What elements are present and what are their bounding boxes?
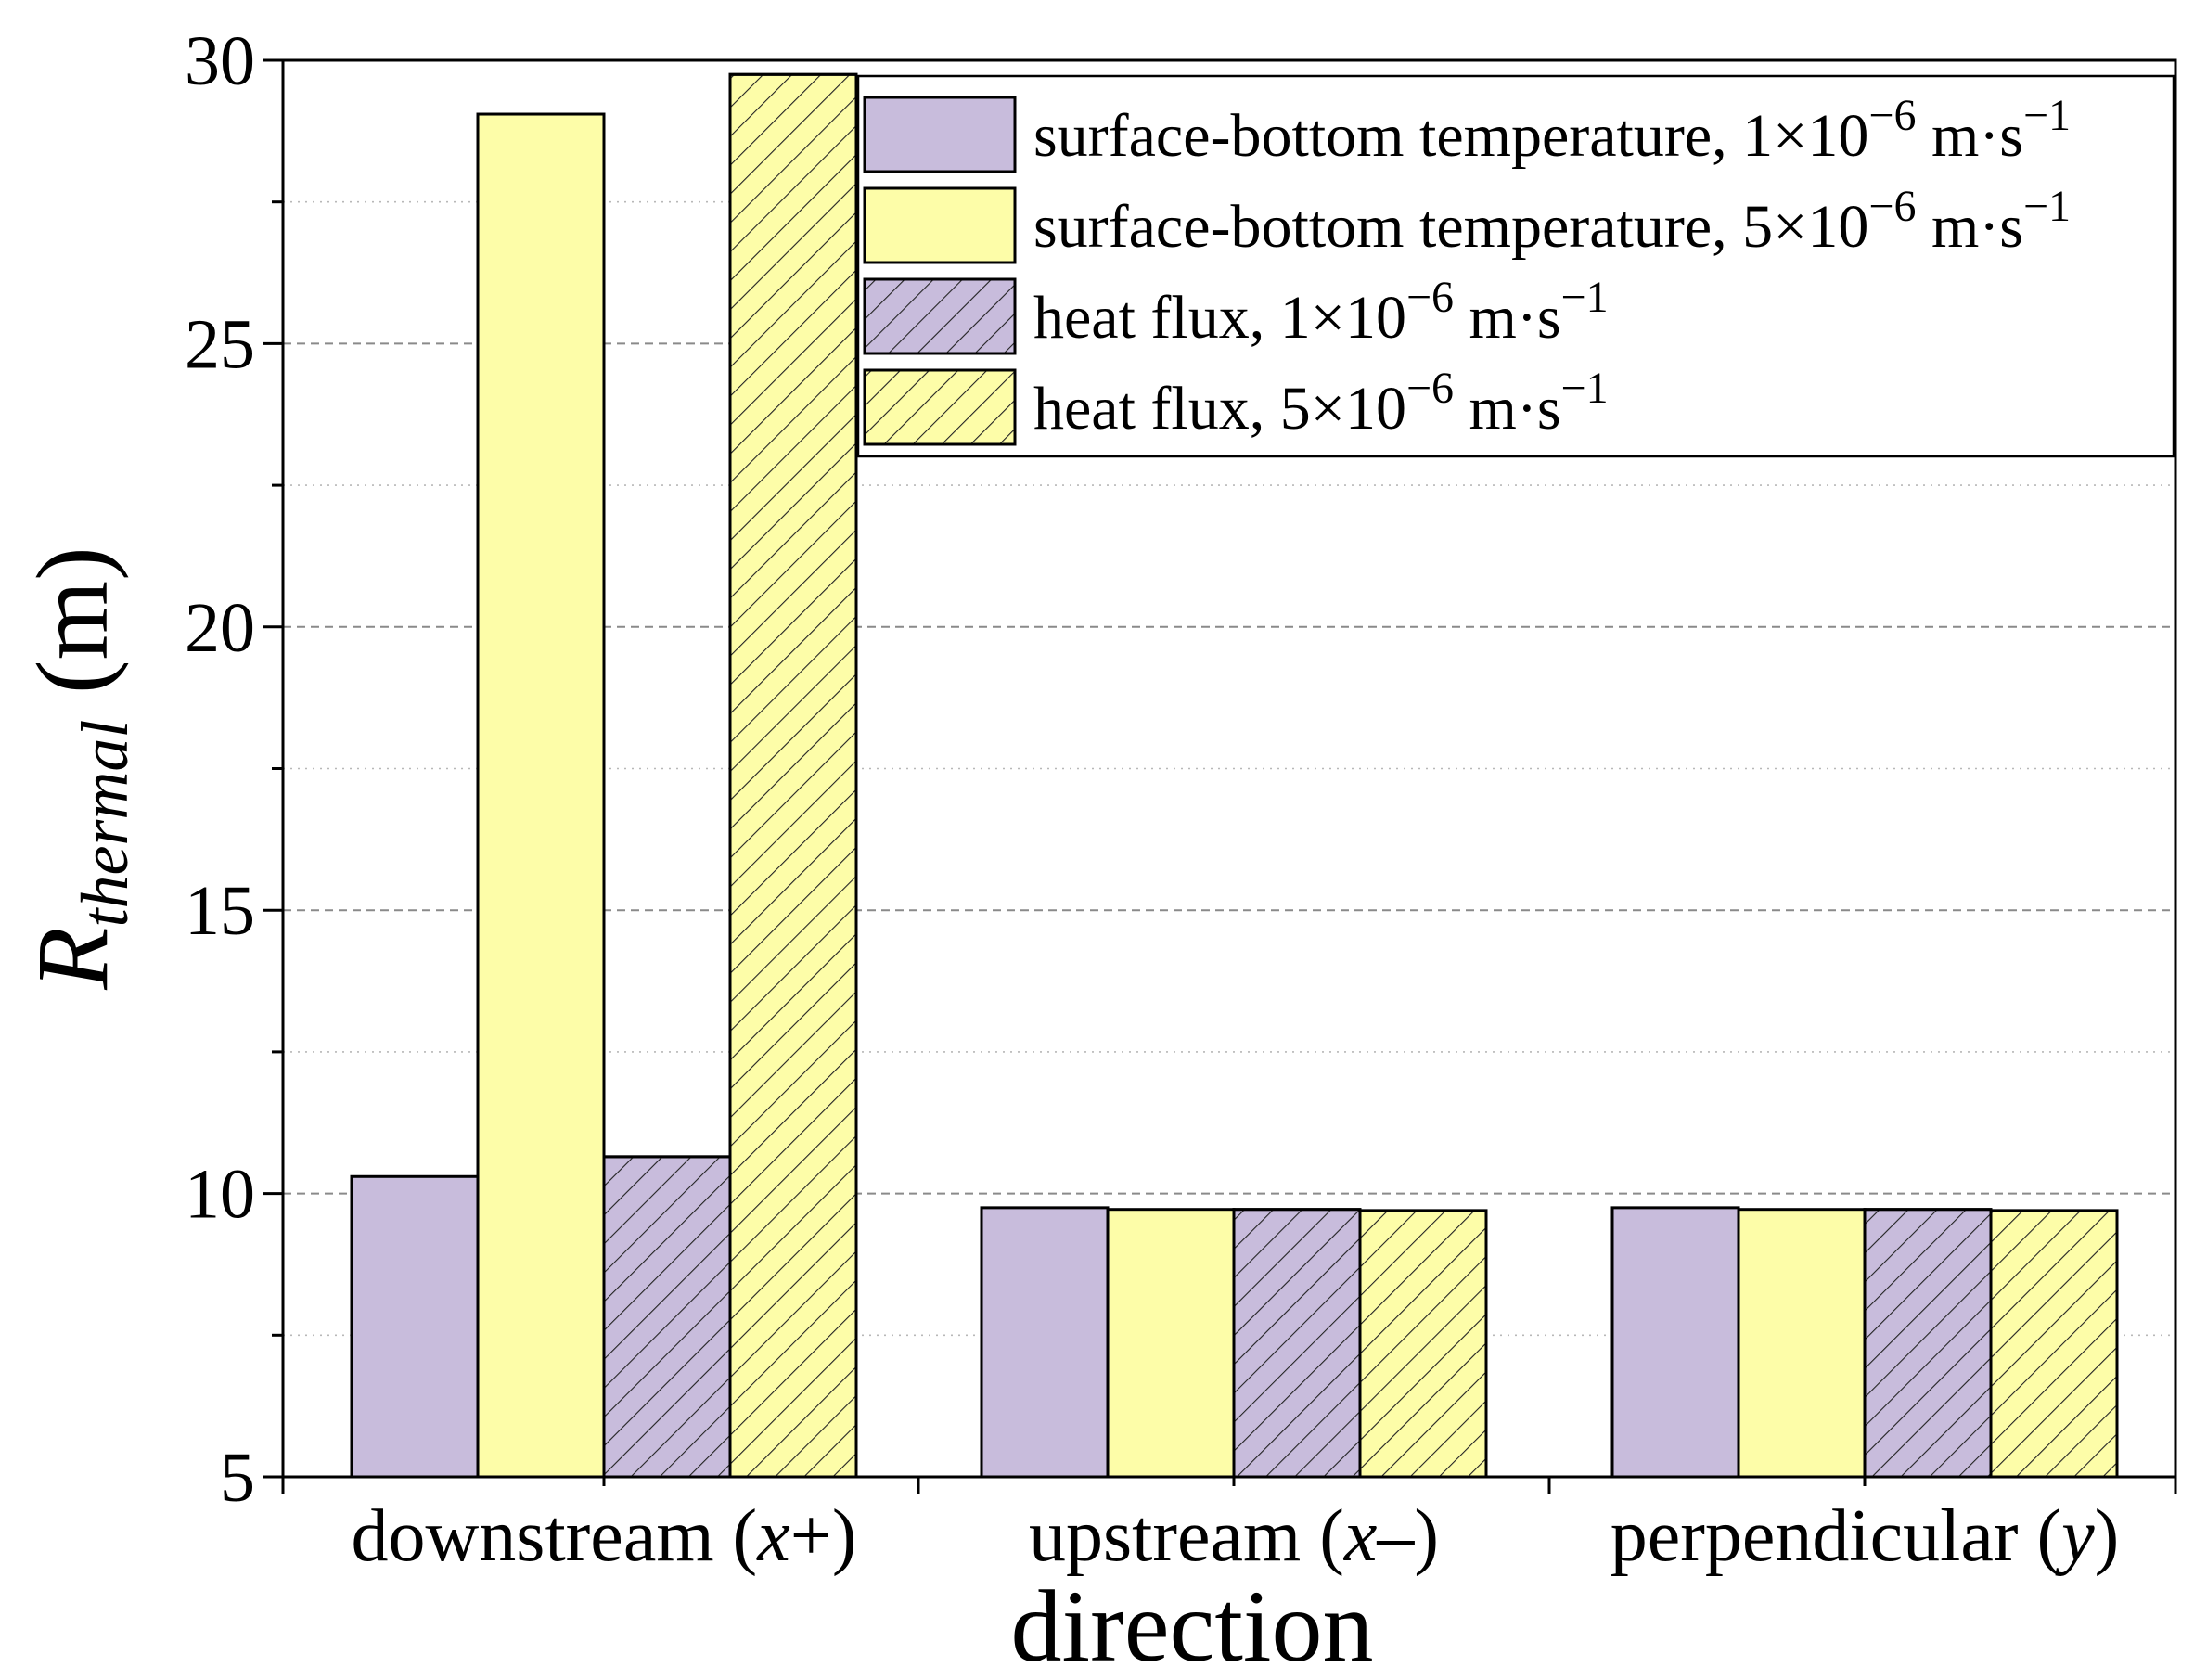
bar-hatch-s3-c2 [1232,1208,1362,1479]
bar-hatch-s3-c3 [1863,1208,1993,1479]
bar-s1-c2 [980,1206,1110,1479]
legend-swatch-1 [863,96,1017,173]
legend-label-name: heat flux, 1×10 [1033,284,1406,352]
legend-label-unit-exp: −1 [2023,182,2071,231]
bar-hatch-s4-c2 [1358,1209,1488,1479]
x-category-label: downstream (x+) [352,1495,857,1577]
legend-label-unit: m·s [1454,284,1561,352]
legend-swatch-2 [863,186,1017,264]
x-category-label: perpendicular (y) [1610,1495,2120,1577]
legend-label-3: heat flux, 1×10−6 m·s−1 [1033,273,1609,352]
legend-label-unit: m·s [1454,375,1561,442]
x-category-text: perpendicular ( [1610,1495,2061,1577]
bar-s1-c3 [1610,1206,1740,1479]
y-tick-label: 5 [220,1439,255,1517]
bar-s1-c1 [350,1174,480,1479]
legend-box [856,74,2175,458]
bar-hatch-s4-c3 [1989,1209,2119,1479]
legend-swatch-hatch-3 [863,277,1017,355]
bar-hatch-s3-c1 [602,1155,732,1479]
x-category-var: x [756,1495,790,1577]
y-axis-title-subscript: thermal [68,720,142,928]
y-tick-label: 15 [185,872,255,950]
y-axis-title-unit: (m) [16,546,129,719]
legend-label-1: surface-bottom temperature, 1×10−6 m·s−1 [1033,91,2071,170]
legend-label-exp: −6 [1406,364,1454,413]
x-category-suffix: ) [2095,1495,2120,1577]
legend-label-name: surface-bottom temperature, 5×10 [1033,193,1868,261]
x-axis-title: direction [1011,1570,1374,1680]
x-category-var: y [2055,1495,2095,1577]
legend-label-exp: −6 [1868,182,1916,231]
bar-s2-c1 [476,112,606,1479]
legend-label-4: heat flux, 5×10−6 m·s−1 [1033,364,1609,442]
legend-label-unit: m·s [1916,193,2023,261]
y-axis-title-main: R [16,928,129,991]
x-category-label: upstream (x–) [1029,1495,1439,1577]
x-category-suffix: +) [790,1495,857,1577]
legend-label-unit-exp: −1 [1561,273,1609,322]
y-tick-label: 30 [185,22,255,100]
y-axis-title: Rthermal (m) [16,546,142,991]
legend-label-name: surface-bottom temperature, 1×10 [1033,102,1868,170]
legend-swatch-hatch-4 [863,368,1017,446]
x-category-suffix: –) [1376,1495,1439,1577]
y-tick-label: 20 [185,589,255,667]
legend-label-2: surface-bottom temperature, 5×10−6 m·s−1 [1033,182,2071,261]
bar-s2-c3 [1737,1208,1867,1479]
y-tick-label: 10 [185,1156,255,1234]
y-tick-label: 25 [185,305,255,383]
x-category-text: upstream ( [1029,1495,1344,1577]
legend-label-unit-exp: −1 [2023,91,2071,140]
legend-label-unit-exp: −1 [1561,364,1609,413]
legend-label-name: heat flux, 5×10 [1033,375,1406,442]
legend-label-exp: −6 [1406,273,1454,322]
bar-s2-c2 [1106,1208,1236,1479]
bar-hatch-s4-c1 [728,72,858,1479]
legend-label-exp: −6 [1868,91,1916,140]
x-category-var: x [1343,1495,1378,1577]
legend-label-unit: m·s [1916,102,2023,170]
x-category-text: downstream ( [352,1495,758,1577]
